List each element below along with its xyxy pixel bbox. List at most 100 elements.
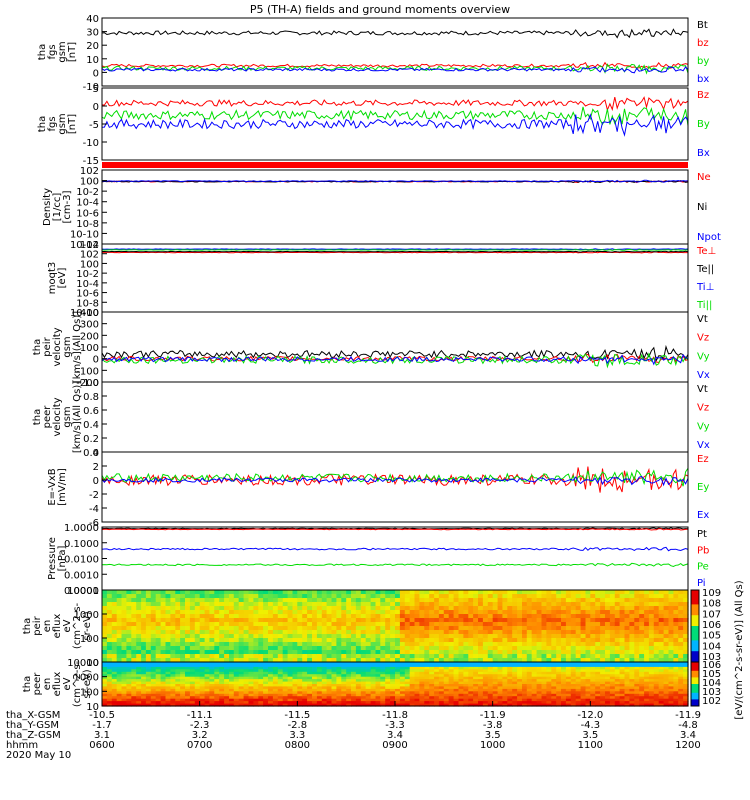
heatmap-cell	[341, 654, 347, 659]
heatmap-cell	[126, 590, 132, 595]
heatmap-cell	[360, 671, 367, 675]
heatmap-cell	[683, 674, 689, 678]
heatmap-cell	[145, 590, 152, 595]
heatmap-cell	[653, 674, 660, 678]
heatmap-cell	[102, 614, 108, 619]
heatmap-cell	[170, 638, 176, 643]
heatmap-cell	[683, 606, 689, 611]
colorbar-cell	[691, 615, 699, 620]
heatmap-cell	[429, 693, 435, 697]
heatmap-cell	[302, 598, 308, 603]
legend-ni: Ni	[697, 202, 707, 213]
heatmap-cell	[409, 602, 416, 607]
heatmap-cell	[316, 698, 323, 702]
heatmap-cell	[434, 666, 440, 670]
series-line-pi	[101, 546, 689, 552]
heatmap-cell	[277, 671, 284, 675]
heatmap-cell	[634, 594, 640, 599]
heatmap-cell	[341, 598, 347, 603]
heatmap-cell	[365, 671, 372, 675]
heatmap-cell	[194, 679, 201, 683]
heatmap-cell	[443, 698, 450, 702]
heatmap-cell	[517, 703, 523, 707]
heatmap-cell	[463, 634, 469, 639]
heatmap-cell	[653, 610, 660, 615]
heatmap-cell	[517, 598, 523, 603]
heatmap-cell	[141, 610, 147, 615]
heatmap-cell	[644, 684, 650, 687]
heatmap-cell	[160, 696, 167, 700]
heatmap-cell	[585, 594, 591, 599]
heatmap-cell	[580, 602, 587, 607]
heatmap-cell	[312, 669, 318, 673]
heatmap-cell	[111, 630, 118, 635]
heatmap-cell	[209, 614, 215, 619]
heatmap-cell	[663, 634, 670, 639]
heatmap-cell	[634, 662, 640, 665]
heatmap-cell	[487, 693, 494, 697]
heatmap-cell	[648, 669, 655, 673]
heatmap-cell	[360, 669, 367, 673]
heatmap-cell	[375, 622, 381, 627]
heatmap-cell	[365, 634, 372, 639]
heatmap-cell	[629, 688, 635, 692]
heatmap-cell	[268, 693, 274, 697]
heatmap-cell	[443, 674, 450, 678]
heatmap-cell	[522, 679, 528, 683]
heatmap-cell	[570, 602, 577, 607]
heatmap-cell	[570, 684, 577, 687]
heatmap-cell	[404, 671, 411, 675]
colorbar-cell	[691, 673, 699, 676]
heatmap-cell	[595, 590, 601, 595]
heatmap-cell	[570, 606, 577, 611]
heatmap-cell	[380, 618, 386, 623]
heatmap-cell	[180, 634, 186, 639]
heatmap-cell	[648, 654, 655, 659]
heatmap-cell	[131, 602, 137, 607]
heatmap-cell	[102, 602, 108, 607]
heatmap-cell	[653, 630, 660, 635]
heatmap-cell	[683, 696, 689, 700]
y-tick-label: 0.2	[83, 434, 99, 445]
heatmap-cell	[243, 696, 250, 700]
eph-value: -11.9	[480, 710, 506, 721]
heatmap-cell	[541, 618, 547, 623]
eph-value: 3.4	[387, 730, 403, 741]
heatmap-cell	[277, 634, 284, 639]
heatmap-cell	[624, 610, 630, 615]
heatmap-cell	[556, 684, 562, 687]
heatmap-cell	[131, 626, 137, 631]
heatmap-cell	[492, 658, 499, 663]
heatmap-cell	[443, 669, 450, 673]
heatmap-cell	[170, 606, 176, 611]
heatmap-cell	[189, 618, 196, 623]
heatmap-cell	[346, 674, 352, 678]
eph-row-label: tha_Z-GSM	[6, 730, 61, 741]
heatmap-cell	[414, 606, 420, 611]
heatmap-cell	[111, 698, 118, 702]
y-tick-label: 300	[80, 320, 99, 331]
heatmap-cell	[136, 703, 142, 707]
heatmap-cell	[556, 666, 562, 670]
heatmap-cell	[370, 701, 377, 705]
heatmap-cell	[351, 598, 357, 603]
heatmap-cell	[102, 594, 108, 599]
heatmap-cell	[307, 701, 313, 705]
heatmap-cell	[429, 679, 435, 683]
heatmap-cell	[282, 703, 289, 707]
heatmap-cell	[507, 618, 513, 623]
heatmap-cell	[639, 654, 645, 659]
heatmap-cell	[233, 674, 240, 678]
heatmap-cell	[185, 671, 191, 675]
heatmap-cell	[126, 676, 132, 680]
heatmap-cell	[233, 698, 240, 702]
heatmap-cell	[233, 693, 240, 697]
heatmap-cell	[331, 698, 337, 702]
heatmap-cell	[409, 698, 416, 702]
legend-bx: bx	[697, 74, 709, 85]
heatmap-cell	[126, 696, 132, 700]
y-tick-label: -2	[89, 490, 99, 501]
heatmap-cell	[282, 693, 289, 697]
heatmap-cell	[556, 662, 562, 665]
